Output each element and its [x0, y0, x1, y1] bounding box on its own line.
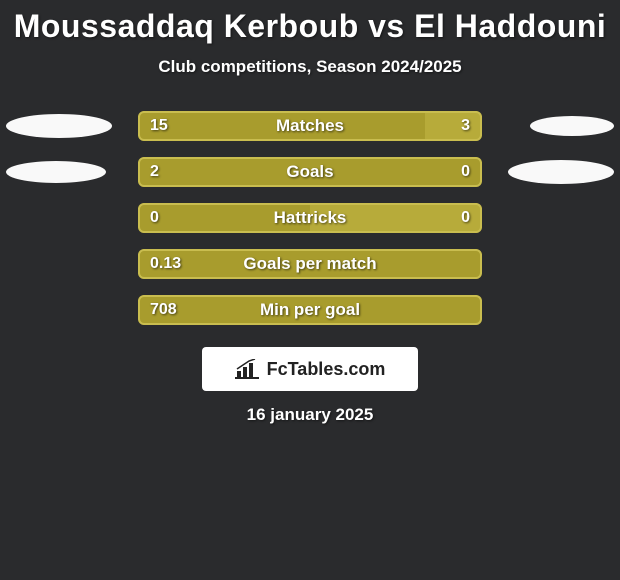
chart-icon [235, 359, 261, 379]
stat-bar: 153Matches [138, 111, 482, 141]
comparison-row: 708Min per goal [0, 287, 620, 333]
stat-bar: 00Hattricks [138, 203, 482, 233]
subtitle: Club competitions, Season 2024/2025 [0, 57, 620, 77]
date-text: 16 january 2025 [0, 405, 620, 425]
stat-bar: 708Min per goal [138, 295, 482, 325]
stat-label: Matches [138, 111, 482, 141]
infographic-container: Moussaddaq Kerboub vs El Haddouni Club c… [0, 0, 620, 580]
player-ellipse-right [508, 160, 614, 184]
logo-box: FcTables.com [202, 347, 418, 391]
comparison-rows: 153Matches 20Goals 00Hattricks 0.13Goals pe… [0, 103, 620, 333]
stat-label: Hattricks [138, 203, 482, 233]
comparison-row: 0.13Goals per match [0, 241, 620, 287]
stat-label: Goals [138, 157, 482, 187]
logo-text: FcTables.com [267, 359, 386, 380]
player-ellipse-left [6, 114, 112, 138]
page-title: Moussaddaq Kerboub vs El Haddouni [0, 0, 620, 45]
stat-label: Min per goal [138, 295, 482, 325]
player-ellipse-left [6, 161, 106, 183]
player-ellipse-right [530, 116, 614, 136]
stat-bar: 0.13Goals per match [138, 249, 482, 279]
stat-label: Goals per match [138, 249, 482, 279]
comparison-row: 20Goals [0, 149, 620, 195]
comparison-row: 00Hattricks [0, 195, 620, 241]
stat-bar: 20Goals [138, 157, 482, 187]
comparison-row: 153Matches [0, 103, 620, 149]
